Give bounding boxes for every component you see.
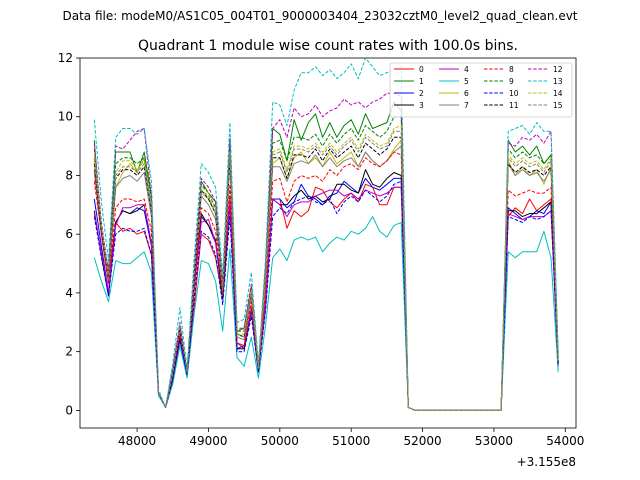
legend-label-13: 13 bbox=[553, 77, 563, 86]
axis-layer: 48000 49000 50000 51000 52000 53000 54000 0 2 4 6 8… bbox=[58, 51, 585, 448]
plot-frame bbox=[79, 57, 577, 429]
series-layer bbox=[93, 57, 559, 411]
y-tick-label: 12 bbox=[58, 51, 73, 65]
x-tick-label: 51000 bbox=[332, 434, 370, 448]
legend-label-3: 3 bbox=[419, 101, 424, 110]
legend-label-10: 10 bbox=[509, 89, 519, 98]
legend-label-15: 15 bbox=[553, 101, 563, 110]
y-tick-label: 2 bbox=[65, 345, 73, 359]
data-file-suptitle: Data file: modeM0/AS1C05_004T01_90000034… bbox=[62, 9, 577, 23]
series-line-13 bbox=[93, 57, 559, 411]
x-tick-label: 54000 bbox=[546, 434, 584, 448]
legend-label-0: 0 bbox=[419, 65, 424, 74]
legend-label-4: 4 bbox=[464, 65, 469, 74]
legend-label-6: 6 bbox=[464, 89, 469, 98]
legend-label-12: 12 bbox=[553, 65, 563, 74]
chart-title: Quadrant 1 module wise count rates with … bbox=[138, 38, 518, 54]
plot-area bbox=[80, 58, 576, 428]
x-tick-label: 48000 bbox=[118, 434, 156, 448]
legend-label-9: 9 bbox=[509, 77, 514, 86]
x-tick-label: 53000 bbox=[475, 434, 513, 448]
legend-label-5: 5 bbox=[464, 77, 469, 86]
y-tick-label: 4 bbox=[65, 286, 73, 300]
series-line-15 bbox=[93, 130, 559, 411]
legend-label-11: 11 bbox=[509, 101, 519, 110]
legend-label-7: 7 bbox=[464, 101, 469, 110]
legend-label-1: 1 bbox=[419, 77, 424, 86]
x-tick-label: 50000 bbox=[261, 434, 299, 448]
legend-box bbox=[389, 62, 573, 118]
y-tick-label: 6 bbox=[65, 227, 73, 241]
y-tick-label: 8 bbox=[65, 168, 73, 182]
x-offset-label: +3.155e8 bbox=[517, 455, 576, 469]
x-tick-label: 52000 bbox=[403, 434, 441, 448]
y-tick-label: 0 bbox=[65, 403, 73, 417]
legend-label-2: 2 bbox=[419, 89, 424, 98]
legend-label-14: 14 bbox=[553, 89, 563, 98]
legend-label-8: 8 bbox=[509, 65, 514, 74]
y-tick-label: 10 bbox=[58, 110, 73, 124]
x-tick-label: 49000 bbox=[189, 434, 227, 448]
